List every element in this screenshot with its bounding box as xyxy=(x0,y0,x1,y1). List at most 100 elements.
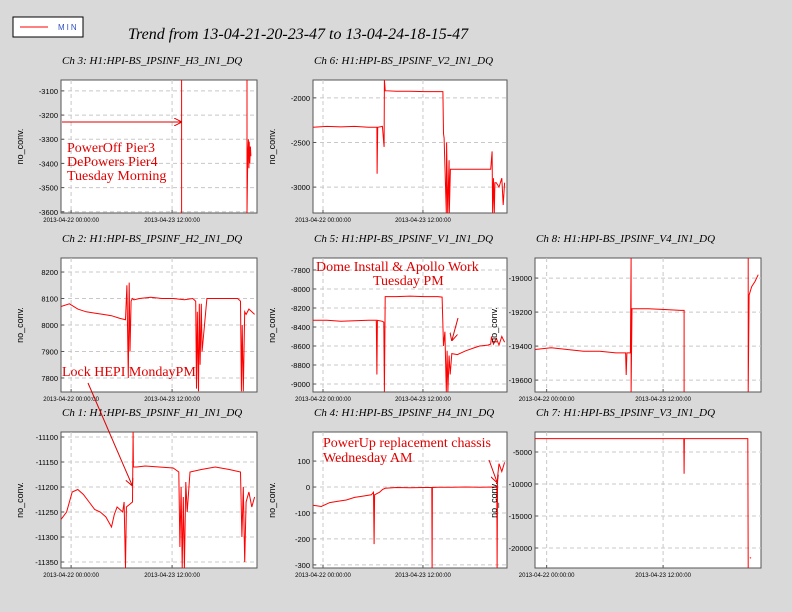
data-line xyxy=(535,438,752,568)
plot-area xyxy=(534,431,762,569)
panel-title: Ch 3: H1:HPI-BS_IPSINF_H3_IN1_DQ xyxy=(62,55,242,67)
y-tick-label: -11250 xyxy=(35,508,58,517)
y-axis-label: no_conv. xyxy=(267,129,277,165)
y-tick-label: -5000 xyxy=(513,448,532,457)
panel-title: Ch 6: H1:HPI-BS_IPSINF_V2_IN1_DQ xyxy=(314,55,493,67)
y-tick-label: -3400 xyxy=(39,159,58,168)
annotation-arrows xyxy=(62,122,497,485)
arrow xyxy=(452,317,459,340)
data-line xyxy=(313,80,506,213)
panel: Ch 7: H1:HPI-BS_IPSINF_V3_IN1_DQ no_conv.… xyxy=(489,407,762,579)
x-tick-label: 2013-04-22 00:00:00 xyxy=(295,397,351,403)
x-tick-label: 2013-04-23 12:00:00 xyxy=(395,218,451,224)
y-tick-label: -100 xyxy=(295,509,310,518)
y-tick-label: -200 xyxy=(295,535,310,544)
x-tick-label: 2013-04-22 00:00:00 xyxy=(43,218,99,224)
annotation: Wednesday AM xyxy=(323,451,413,466)
y-tick-label: -11100 xyxy=(36,433,58,442)
annotation: PowerUp replacement chassis xyxy=(323,436,491,451)
y-tick-label: -300 xyxy=(295,561,310,570)
annotation: PowerOff Pier3 xyxy=(67,141,155,156)
y-tick-label: -8400 xyxy=(291,323,310,332)
y-axis-label: no_conv. xyxy=(489,307,499,343)
arrow xyxy=(87,382,132,485)
legend-label: MIN xyxy=(58,23,79,32)
x-tick-label: 2013-04-22 00:00:00 xyxy=(295,218,351,224)
y-tick-label: 100 xyxy=(297,457,310,466)
annotation: DePowers Pier4 xyxy=(67,155,158,170)
chart-title: Trend from 13-04-21-20-23-47 to 13-04-24… xyxy=(128,26,469,43)
y-tick-label: -19200 xyxy=(509,308,532,317)
x-tick-label: 2013-04-23 12:00:00 xyxy=(144,397,200,403)
annotation: Tuesday PM xyxy=(373,274,444,289)
panel-title: Ch 8: H1:HPI-BS_IPSINF_V4_IN1_DQ xyxy=(536,233,715,245)
y-tick-label: -3200 xyxy=(39,111,58,120)
data-line xyxy=(61,282,255,392)
y-tick-label: -20000 xyxy=(509,544,532,553)
y-tick-label: -19000 xyxy=(509,274,532,283)
y-axis-label: no_conv. xyxy=(489,482,499,518)
arrow xyxy=(488,459,497,482)
y-axis-label: no_conv. xyxy=(15,129,25,165)
y-tick-label: -3000 xyxy=(291,183,310,192)
y-tick-label: -2000 xyxy=(291,94,310,103)
x-tick-label: 2013-04-22 00:00:00 xyxy=(519,397,575,403)
y-tick-label: 7800 xyxy=(41,374,58,383)
annotation: Dome Install & Apollo Work xyxy=(316,260,479,275)
y-tick-label: -8200 xyxy=(291,304,310,313)
y-tick-label: 0 xyxy=(306,483,310,492)
y-tick-label: -10000 xyxy=(509,480,532,489)
x-tick-label: 2013-04-22 00:00:00 xyxy=(43,397,99,403)
x-tick-label: 2013-04-23 12:00:00 xyxy=(395,573,451,579)
y-tick-label: -2500 xyxy=(291,138,310,147)
x-tick-label: 2013-04-22 00:00:00 xyxy=(295,573,351,579)
y-tick-label: -8000 xyxy=(291,285,310,294)
panels: Ch 3: H1:HPI-BS_IPSINF_H3_IN1_DQ no_conv.… xyxy=(15,55,762,579)
y-tick-label: -11300 xyxy=(35,533,58,542)
plot-area xyxy=(312,79,508,214)
y-axis-label: no_conv. xyxy=(267,307,277,343)
panel-title: Ch 4: H1:HPI-BS_IPSINF_H4_IN1_DQ xyxy=(314,407,494,419)
y-tick-label: -3100 xyxy=(39,87,58,96)
panel-title: Ch 1: H1:HPI-BS_IPSINF_H1_IN1_DQ xyxy=(62,407,242,419)
panel: Ch 6: H1:HPI-BS_IPSINF_V2_IN1_DQ no_conv.… xyxy=(267,55,508,224)
y-tick-label: -11200 xyxy=(35,483,58,492)
annotation: Tuesday Morning xyxy=(67,169,166,184)
y-tick-label: -8800 xyxy=(291,361,310,370)
annotation: Lock HEPI MondayPM xyxy=(62,365,196,380)
x-tick-label: 2013-04-22 00:00:00 xyxy=(43,573,99,579)
plot-area xyxy=(60,431,258,569)
panel: Ch 3: H1:HPI-BS_IPSINF_H3_IN1_DQ no_conv.… xyxy=(15,55,258,224)
y-tick-label: 7900 xyxy=(41,347,58,356)
y-tick-label: -8600 xyxy=(291,342,310,351)
panel-title: Ch 5: H1:HPI-BS_IPSINF_V1_IN1_DQ xyxy=(314,233,493,245)
y-tick-label: -3500 xyxy=(39,184,58,193)
y-tick-label: -7800 xyxy=(291,266,310,275)
data-line xyxy=(313,295,506,392)
x-tick-label: 2013-04-23 12:00:00 xyxy=(635,573,691,579)
data-line xyxy=(313,462,506,568)
x-tick-label: 2013-04-23 12:00:00 xyxy=(144,218,200,224)
y-tick-label: -3600 xyxy=(39,208,58,217)
data-line xyxy=(535,258,759,392)
y-tick-label: 8200 xyxy=(41,268,58,277)
plot-area xyxy=(312,257,508,393)
plot-area xyxy=(534,257,762,393)
data-line xyxy=(61,432,256,568)
y-axis-label: no_conv. xyxy=(15,482,25,518)
x-tick-label: 2013-04-23 12:00:00 xyxy=(635,397,691,403)
x-tick-label: 2013-04-23 12:00:00 xyxy=(144,573,200,579)
panel: Ch 2: H1:HPI-BS_IPSINF_H2_IN1_DQ no_conv.… xyxy=(15,233,258,403)
x-tick-label: 2013-04-23 12:00:00 xyxy=(395,397,451,403)
panel-title: Ch 2: H1:HPI-BS_IPSINF_H2_IN1_DQ xyxy=(62,233,242,245)
panel: Ch 5: H1:HPI-BS_IPSINF_V1_IN1_DQ no_conv.… xyxy=(267,233,508,403)
y-tick-label: 8100 xyxy=(41,295,58,304)
x-tick-label: 2013-04-22 00:00:00 xyxy=(519,573,575,579)
panel-title: Ch 7: H1:HPI-BS_IPSINF_V3_IN1_DQ xyxy=(536,407,715,419)
panel: Ch 8: H1:HPI-BS_IPSINF_V4_IN1_DQ no_conv.… xyxy=(489,233,762,403)
data-line xyxy=(181,80,252,213)
y-tick-label: -11150 xyxy=(36,458,58,467)
y-tick-label: -19400 xyxy=(509,342,532,351)
panel: Ch 4: H1:HPI-BS_IPSINF_H4_IN1_DQ no_conv.… xyxy=(267,407,508,579)
